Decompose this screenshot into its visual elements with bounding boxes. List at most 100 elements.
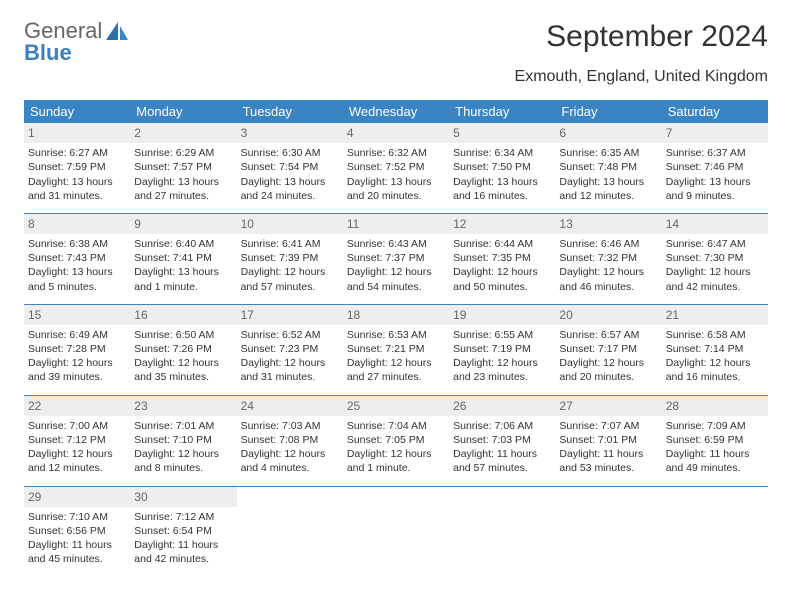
calendar-cell: 19Sunrise: 6:55 AMSunset: 7:19 PMDayligh…	[449, 304, 555, 395]
sunset-text: Sunset: 7:37 PM	[347, 251, 445, 265]
logo: General Blue	[24, 20, 130, 64]
day-number: 26	[449, 396, 555, 416]
weekday-header: Thursday	[449, 100, 555, 123]
calendar-cell: 8Sunrise: 6:38 AMSunset: 7:43 PMDaylight…	[24, 213, 130, 304]
header: General Blue September 2024	[24, 20, 768, 64]
calendar-cell	[343, 486, 449, 576]
sunrise-text: Sunrise: 6:38 AM	[28, 237, 126, 251]
daylight-text: Daylight: 13 hours and 12 minutes.	[559, 175, 657, 203]
sunset-text: Sunset: 7:05 PM	[347, 433, 445, 447]
weekday-header: Friday	[555, 100, 661, 123]
calendar-cell: 14Sunrise: 6:47 AMSunset: 7:30 PMDayligh…	[662, 213, 768, 304]
calendar-table: Sunday Monday Tuesday Wednesday Thursday…	[24, 100, 768, 576]
calendar-cell: 4Sunrise: 6:32 AMSunset: 7:52 PMDaylight…	[343, 123, 449, 213]
daylight-text: Daylight: 12 hours and 4 minutes.	[241, 447, 339, 475]
sunrise-text: Sunrise: 6:52 AM	[241, 328, 339, 342]
daylight-text: Daylight: 11 hours and 45 minutes.	[28, 538, 126, 566]
day-number: 25	[343, 396, 449, 416]
sunrise-text: Sunrise: 7:10 AM	[28, 510, 126, 524]
calendar-cell	[555, 486, 661, 576]
sunset-text: Sunset: 7:35 PM	[453, 251, 551, 265]
calendar-cell: 9Sunrise: 6:40 AMSunset: 7:41 PMDaylight…	[130, 213, 236, 304]
daylight-text: Daylight: 13 hours and 20 minutes.	[347, 175, 445, 203]
sunrise-text: Sunrise: 6:44 AM	[453, 237, 551, 251]
sunrise-text: Sunrise: 7:06 AM	[453, 419, 551, 433]
calendar-cell: 26Sunrise: 7:06 AMSunset: 7:03 PMDayligh…	[449, 395, 555, 486]
calendar-cell: 2 Sunrise: 6:29 AMSunset: 7:57 PMDaylight…	[130, 123, 236, 213]
sunrise-text: Sunrise: 6:46 AM	[559, 237, 657, 251]
calendar-cell: 16Sunrise: 6:50 AMSunset: 7:26 PMDayligh…	[130, 304, 236, 395]
sunset-text: Sunset: 7:01 PM	[559, 433, 657, 447]
day-number: 15	[24, 305, 130, 325]
sunset-text: Sunset: 7:21 PM	[347, 342, 445, 356]
sunset-text: Sunset: 7:12 PM	[28, 433, 126, 447]
day-number: 12	[449, 214, 555, 234]
sunset-text: Sunset: 7:48 PM	[559, 160, 657, 174]
calendar-cell: 7Sunrise: 6:37 AMSunset: 7:46 PMDaylight…	[662, 123, 768, 213]
sunset-text: Sunset: 7:17 PM	[559, 342, 657, 356]
sunrise-text: Sunrise: 6:43 AM	[347, 237, 445, 251]
sunset-text: Sunset: 7:54 PM	[241, 160, 339, 174]
sunset-text: Sunset: 7:39 PM	[241, 251, 339, 265]
calendar-cell: 21Sunrise: 6:58 AMSunset: 7:14 PMDayligh…	[662, 304, 768, 395]
calendar-cell: 22Sunrise: 7:00 AMSunset: 7:12 PMDayligh…	[24, 395, 130, 486]
day-number: 20	[555, 305, 661, 325]
daylight-text: Daylight: 12 hours and 27 minutes.	[347, 356, 445, 384]
calendar-cell: 15Sunrise: 6:49 AMSunset: 7:28 PMDayligh…	[24, 304, 130, 395]
sunrise-text: Sunrise: 7:00 AM	[28, 419, 126, 433]
daylight-text: Daylight: 12 hours and 12 minutes.	[28, 447, 126, 475]
page-title: September 2024	[546, 20, 768, 54]
sunset-text: Sunset: 7:14 PM	[666, 342, 764, 356]
day-number: 1	[24, 123, 130, 143]
calendar-row: 29Sunrise: 7:10 AMSunset: 6:56 PMDayligh…	[24, 486, 768, 576]
day-number: 2	[130, 123, 236, 143]
daylight-text: Daylight: 12 hours and 1 minute.	[347, 447, 445, 475]
calendar-cell: 20 Sunrise: 6:57 AMSunset: 7:17 PMDayligh…	[555, 304, 661, 395]
sunrise-text: Sunrise: 6:50 AM	[134, 328, 232, 342]
sunrise-text: Sunrise: 6:41 AM	[241, 237, 339, 251]
day-number: 10	[237, 214, 343, 234]
calendar-cell: 29Sunrise: 7:10 AMSunset: 6:56 PMDayligh…	[24, 486, 130, 576]
day-number: 23	[130, 396, 236, 416]
daylight-text: Daylight: 13 hours and 1 minute.	[134, 265, 232, 293]
daylight-text: Daylight: 12 hours and 54 minutes.	[347, 265, 445, 293]
calendar-cell: 25Sunrise: 7:04 AMSunset: 7:05 PMDayligh…	[343, 395, 449, 486]
sunset-text: Sunset: 7:32 PM	[559, 251, 657, 265]
calendar-cell: 10Sunrise: 6:41 AMSunset: 7:39 PMDayligh…	[237, 213, 343, 304]
sunrise-text: Sunrise: 6:55 AM	[453, 328, 551, 342]
calendar-cell: 6Sunrise: 6:35 AMSunset: 7:48 PMDaylight…	[555, 123, 661, 213]
calendar-cell: 28Sunrise: 7:09 AMSunset: 6:59 PMDayligh…	[662, 395, 768, 486]
sunrise-text: Sunrise: 6:37 AM	[666, 146, 764, 160]
calendar-row: 22Sunrise: 7:00 AMSunset: 7:12 PMDayligh…	[24, 395, 768, 486]
calendar-cell: 12Sunrise: 6:44 AMSunset: 7:35 PMDayligh…	[449, 213, 555, 304]
sunset-text: Sunset: 7:57 PM	[134, 160, 232, 174]
sunset-text: Sunset: 7:59 PM	[28, 160, 126, 174]
daylight-text: Daylight: 12 hours and 20 minutes.	[559, 356, 657, 384]
logo-line2: Blue	[24, 40, 72, 65]
weekday-header: Wednesday	[343, 100, 449, 123]
sunrise-text: Sunrise: 6:29 AM	[134, 146, 232, 160]
sunrise-text: Sunrise: 6:57 AM	[559, 328, 657, 342]
daylight-text: Daylight: 13 hours and 27 minutes.	[134, 175, 232, 203]
daylight-text: Daylight: 12 hours and 42 minutes.	[666, 265, 764, 293]
day-number: 19	[449, 305, 555, 325]
daylight-text: Daylight: 13 hours and 24 minutes.	[241, 175, 339, 203]
day-number: 3	[237, 123, 343, 143]
daylight-text: Daylight: 11 hours and 53 minutes.	[559, 447, 657, 475]
day-number: 21	[662, 305, 768, 325]
calendar-cell: 17Sunrise: 6:52 AMSunset: 7:23 PMDayligh…	[237, 304, 343, 395]
calendar-cell: 1Sunrise: 6:27 AMSunset: 7:59 PMDaylight…	[24, 123, 130, 213]
daylight-text: Daylight: 13 hours and 31 minutes.	[28, 175, 126, 203]
weekday-header-row: Sunday Monday Tuesday Wednesday Thursday…	[24, 100, 768, 123]
sunset-text: Sunset: 7:23 PM	[241, 342, 339, 356]
sunset-text: Sunset: 7:28 PM	[28, 342, 126, 356]
daylight-text: Daylight: 11 hours and 57 minutes.	[453, 447, 551, 475]
sunset-text: Sunset: 7:19 PM	[453, 342, 551, 356]
sunrise-text: Sunrise: 6:34 AM	[453, 146, 551, 160]
calendar-cell: 24Sunrise: 7:03 AMSunset: 7:08 PMDayligh…	[237, 395, 343, 486]
calendar-cell: 30Sunrise: 7:12 AMSunset: 6:54 PMDayligh…	[130, 486, 236, 576]
daylight-text: Daylight: 13 hours and 9 minutes.	[666, 175, 764, 203]
sunrise-text: Sunrise: 6:35 AM	[559, 146, 657, 160]
sunrise-text: Sunrise: 6:40 AM	[134, 237, 232, 251]
weekday-header: Sunday	[24, 100, 130, 123]
